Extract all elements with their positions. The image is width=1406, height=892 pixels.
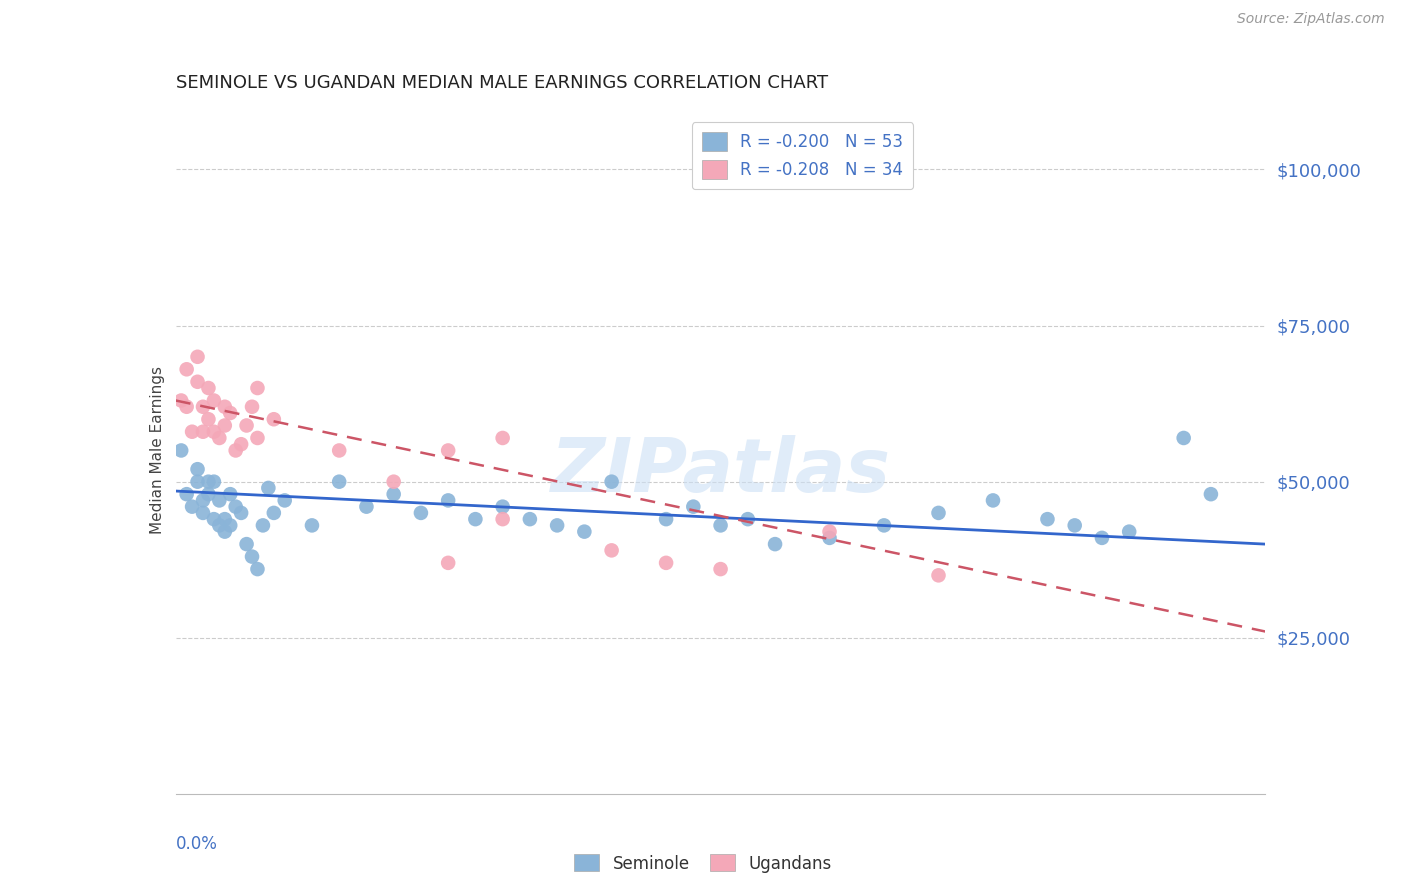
Point	[181, 425, 204, 439]
Point	[219, 406, 242, 420]
Point	[928, 506, 950, 520]
Point	[197, 487, 219, 501]
Point	[202, 393, 225, 408]
Point	[235, 537, 257, 551]
Point	[235, 418, 257, 433]
Point	[231, 437, 253, 451]
Point	[1091, 531, 1114, 545]
Point	[191, 425, 214, 439]
Point	[257, 481, 280, 495]
Point	[176, 400, 198, 414]
Point	[409, 506, 432, 520]
Point	[197, 412, 219, 426]
Point	[710, 562, 733, 576]
Point	[274, 493, 297, 508]
Point	[225, 500, 247, 514]
Point	[382, 475, 405, 489]
Point	[600, 543, 623, 558]
Point	[519, 512, 541, 526]
Text: Source: ZipAtlas.com: Source: ZipAtlas.com	[1237, 12, 1385, 26]
Point	[263, 412, 285, 426]
Point	[818, 524, 841, 539]
Point	[655, 512, 678, 526]
Point	[181, 500, 204, 514]
Point	[546, 518, 568, 533]
Point	[197, 475, 219, 489]
Point	[574, 524, 596, 539]
Point	[197, 381, 219, 395]
Point	[492, 500, 515, 514]
Point	[928, 568, 950, 582]
Point	[208, 518, 231, 533]
Point	[437, 443, 460, 458]
Point	[186, 462, 209, 476]
Point	[301, 518, 323, 533]
Point	[1036, 512, 1059, 526]
Point	[170, 443, 193, 458]
Point	[176, 487, 198, 501]
Point	[382, 487, 405, 501]
Point	[437, 493, 460, 508]
Point	[737, 512, 759, 526]
Point	[464, 512, 486, 526]
Point	[191, 493, 214, 508]
Point	[1199, 487, 1222, 501]
Point	[186, 350, 209, 364]
Legend: Seminole, Ugandans: Seminole, Ugandans	[568, 847, 838, 880]
Point	[328, 443, 350, 458]
Point	[1173, 431, 1195, 445]
Point	[981, 493, 1004, 508]
Point	[246, 381, 269, 395]
Point	[873, 518, 896, 533]
Point	[763, 537, 786, 551]
Point	[492, 512, 515, 526]
Point	[170, 393, 193, 408]
Point	[214, 418, 236, 433]
Point	[1118, 524, 1140, 539]
Point	[202, 425, 225, 439]
Text: SEMINOLE VS UGANDAN MEDIAN MALE EARNINGS CORRELATION CHART: SEMINOLE VS UGANDAN MEDIAN MALE EARNINGS…	[176, 74, 828, 92]
Point	[225, 443, 247, 458]
Point	[263, 506, 285, 520]
Point	[208, 431, 231, 445]
Point	[240, 549, 263, 564]
Point	[186, 375, 209, 389]
Point	[202, 475, 225, 489]
Point	[202, 512, 225, 526]
Point	[252, 518, 274, 533]
Point	[437, 556, 460, 570]
Point	[176, 362, 198, 376]
Point	[231, 506, 253, 520]
Point	[214, 524, 236, 539]
Point	[1063, 518, 1085, 533]
Point	[219, 518, 242, 533]
Point	[818, 531, 841, 545]
Point	[710, 518, 733, 533]
Point	[492, 431, 515, 445]
Point	[655, 556, 678, 570]
Point	[600, 475, 623, 489]
Point	[191, 506, 214, 520]
Legend: R = -0.200   N = 53, R = -0.208   N = 34: R = -0.200 N = 53, R = -0.208 N = 34	[692, 122, 912, 189]
Point	[356, 500, 378, 514]
Point	[186, 475, 209, 489]
Point	[246, 431, 269, 445]
Point	[328, 475, 350, 489]
Point	[682, 500, 704, 514]
Text: ZIPatlas: ZIPatlas	[551, 434, 890, 508]
Point	[214, 400, 236, 414]
Point	[246, 562, 269, 576]
Point	[208, 493, 231, 508]
Point	[214, 512, 236, 526]
Y-axis label: Median Male Earnings: Median Male Earnings	[149, 367, 165, 534]
Point	[219, 487, 242, 501]
Point	[240, 400, 263, 414]
Point	[191, 400, 214, 414]
Text: 0.0%: 0.0%	[176, 835, 218, 853]
